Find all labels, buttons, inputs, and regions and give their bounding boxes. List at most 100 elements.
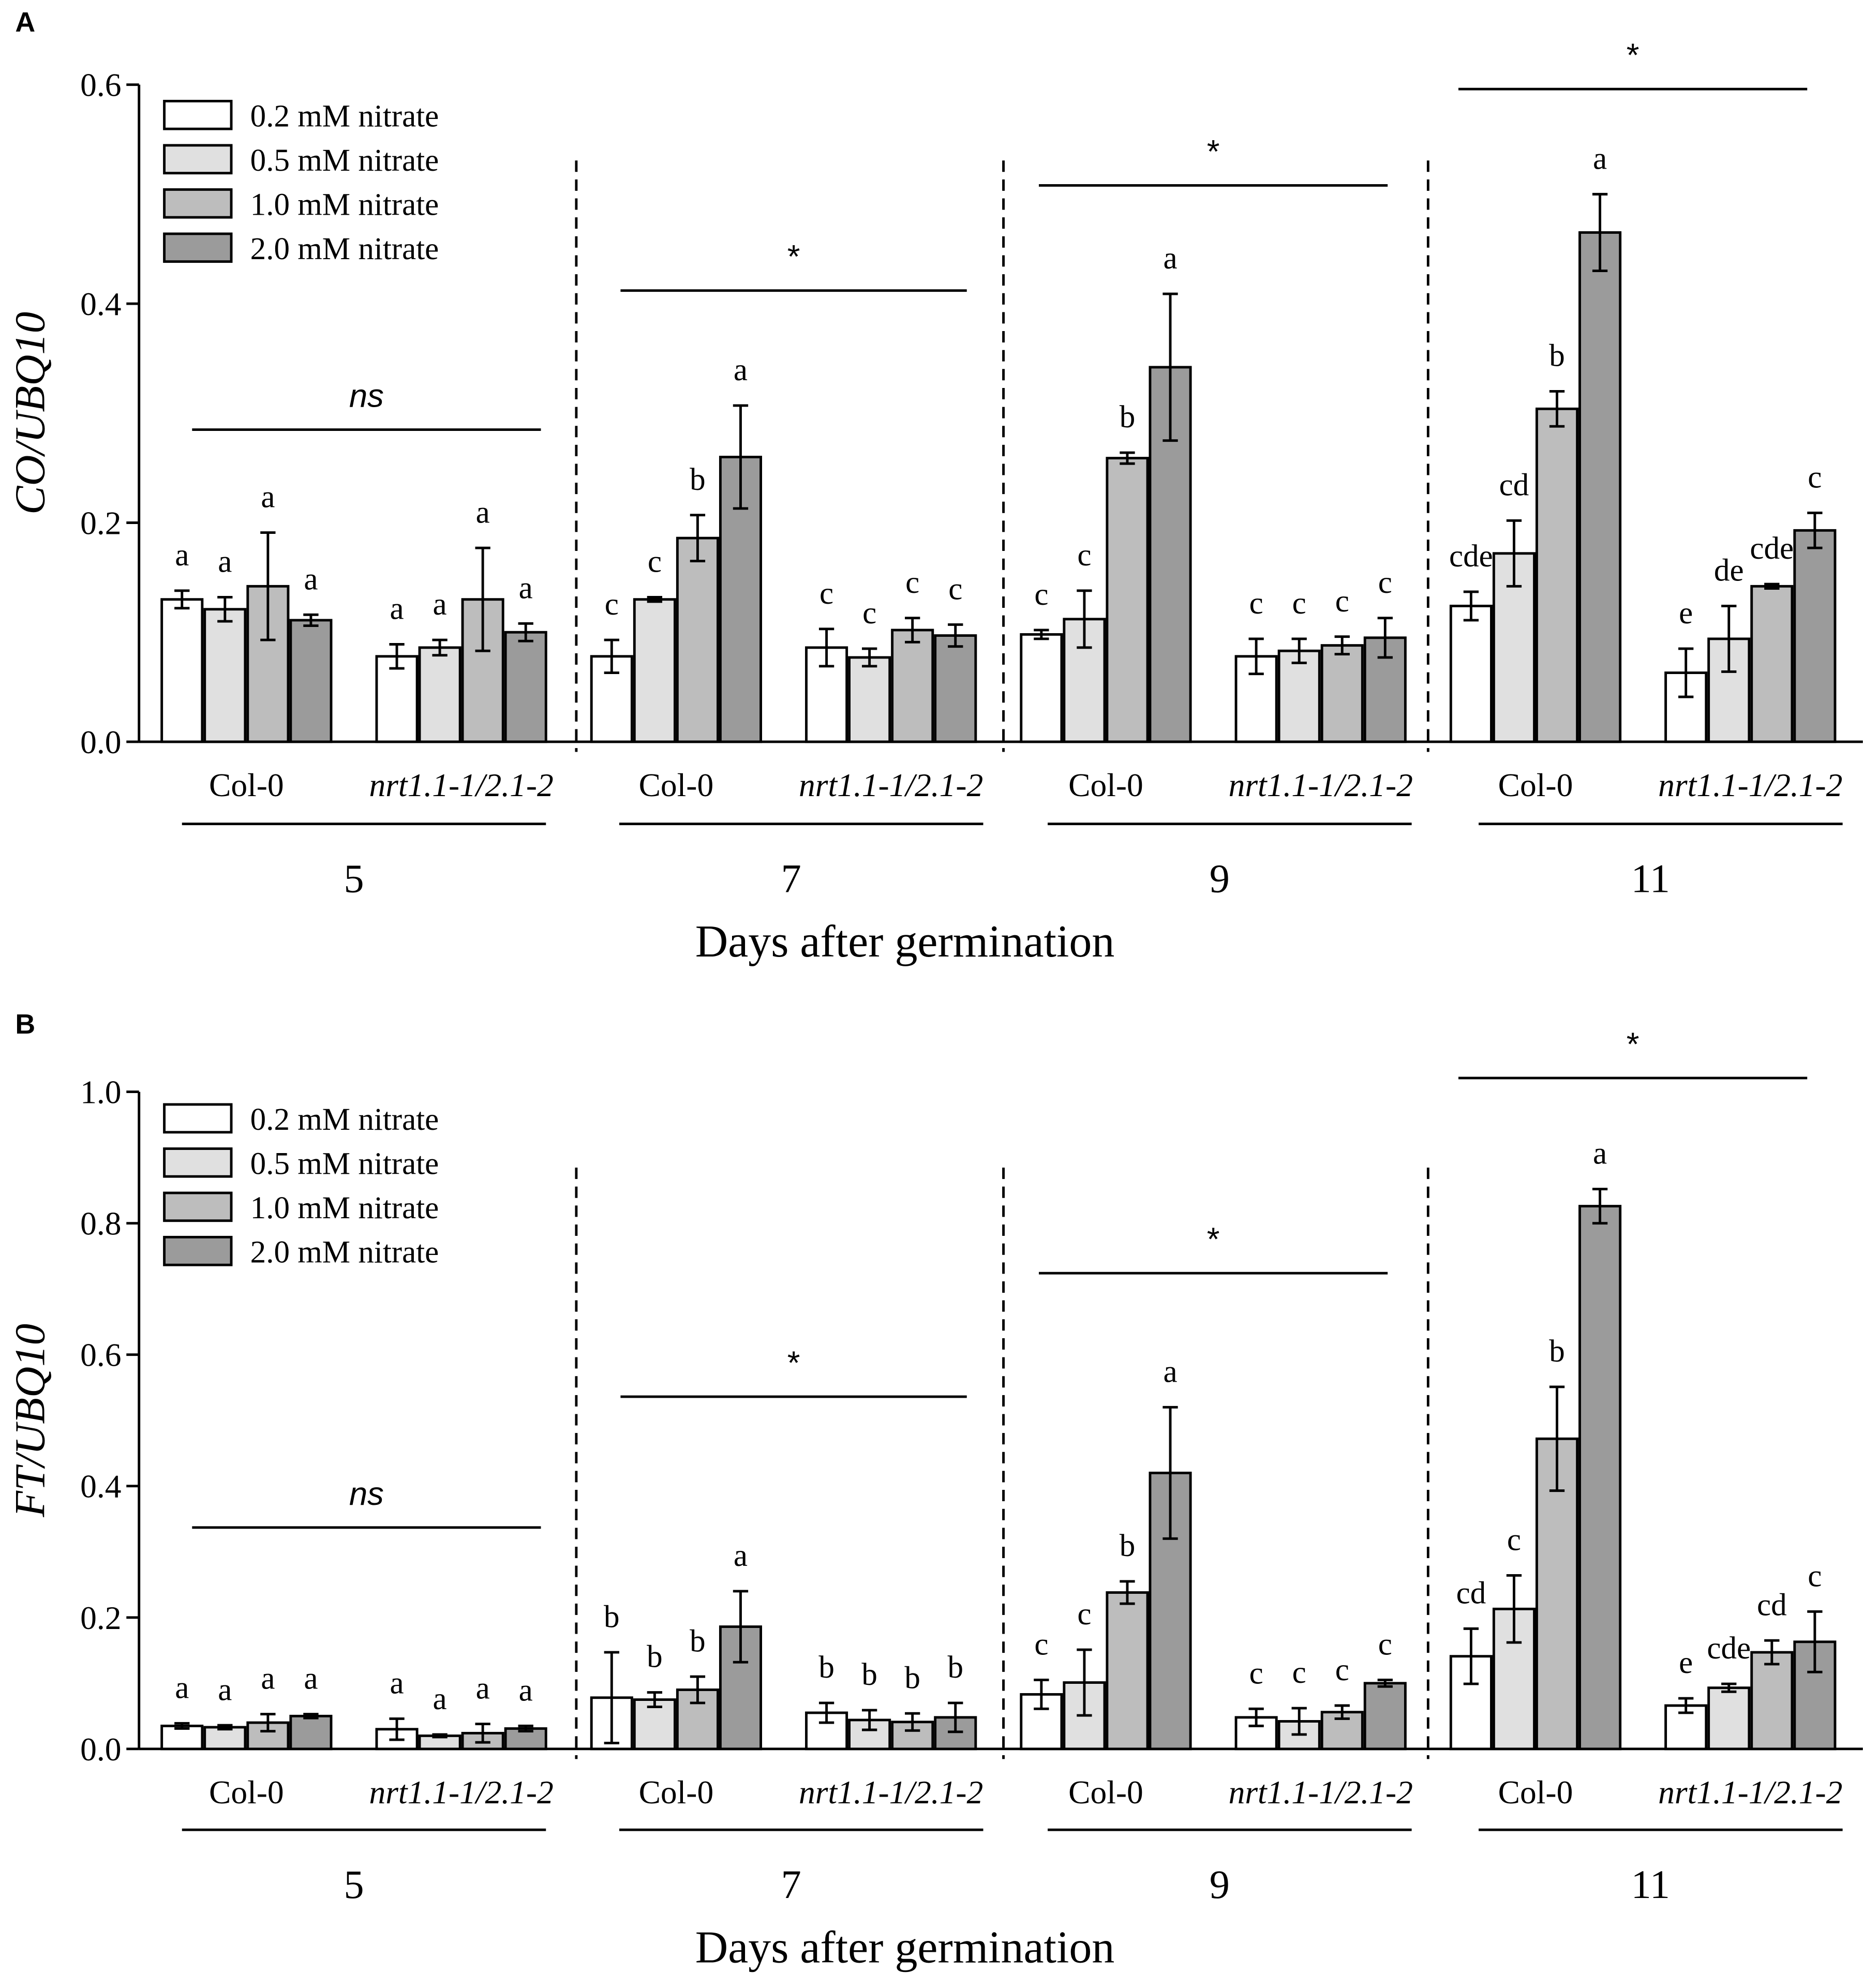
significance-letter: c <box>1335 584 1349 619</box>
significance-letter: c <box>862 596 876 631</box>
bar <box>504 631 547 743</box>
legend-swatch <box>163 99 233 130</box>
significance-letter: b <box>1549 1334 1565 1369</box>
day-label: 7 <box>781 1862 801 1907</box>
x-axis-label: Days after germination <box>695 1923 1115 1973</box>
bar <box>1020 1693 1063 1751</box>
day-label: 9 <box>1210 856 1230 901</box>
genotype-label: Col-0 <box>639 767 714 803</box>
genotype-label: Col-0 <box>209 767 284 803</box>
significance-letter: c <box>1249 586 1263 621</box>
bar <box>1793 529 1837 743</box>
genotype-label: Col-0 <box>1068 1774 1143 1811</box>
significance-letter: c <box>1034 577 1048 612</box>
bar <box>1750 585 1794 743</box>
legend: 0.2 mM nitrate 0.5 mM nitrate 1.0 mM nitra… <box>163 1102 439 1269</box>
day-label: 5 <box>344 856 364 901</box>
bar <box>1536 1437 1579 1751</box>
significance-letter: b <box>818 1650 834 1685</box>
significance-letter: c <box>1808 1559 1822 1593</box>
significance-letter: de <box>1714 554 1744 588</box>
genotype-label: nrt1.1-1/2.1-2 <box>1658 1774 1842 1811</box>
significance-star: * <box>787 239 800 275</box>
bar <box>633 598 676 743</box>
significance-letter: a <box>304 562 318 596</box>
significance-letter: b <box>690 462 706 497</box>
bar <box>246 585 290 743</box>
significance-letter: a <box>433 587 447 622</box>
y-tick-label: 0.0 <box>80 724 121 760</box>
legend-label: 0.5 mM nitrate <box>250 1146 439 1181</box>
genotype-label: nrt1.1-1/2.1-2 <box>369 1774 553 1811</box>
significance-letter: a <box>390 1666 404 1701</box>
legend-swatch <box>163 188 233 219</box>
bar <box>1578 231 1622 743</box>
bar <box>1750 1651 1794 1751</box>
legend-label: 0.2 mM nitrate <box>250 99 439 133</box>
significance-letter: b <box>904 1661 920 1695</box>
bar <box>1363 1682 1407 1751</box>
bar <box>891 629 934 743</box>
y-tick-label: 0.4 <box>80 1468 121 1505</box>
legend-swatch <box>163 1147 233 1178</box>
significance-letter: a <box>1163 1354 1177 1389</box>
significance-letter: a <box>476 1671 490 1706</box>
legend: 0.2 mM nitrate 0.5 mM nitrate 1.0 mM nitra… <box>163 99 439 266</box>
significance-letter: a <box>175 1670 189 1705</box>
bar <box>375 655 419 743</box>
significance-letter: c <box>1378 1627 1392 1662</box>
y-tick-label: 0.6 <box>80 67 121 103</box>
y-axis-label: CO/UBQ10 <box>6 312 53 515</box>
bar <box>1578 1205 1622 1751</box>
significance-letter: b <box>947 1650 963 1685</box>
bar <box>203 608 247 743</box>
significance-letter: c <box>1808 460 1822 495</box>
significance-letter: c <box>1077 538 1091 573</box>
bar <box>418 646 461 743</box>
day-label: 7 <box>781 856 801 901</box>
significance-letter: cd <box>1499 468 1529 502</box>
legend-label: 1.0 mM nitrate <box>250 187 439 222</box>
legend-label: 2.0 mM nitrate <box>250 1235 439 1269</box>
legend-swatch <box>163 1236 233 1266</box>
significance-letter: c <box>1077 1597 1091 1632</box>
significance-letter: c <box>1292 1655 1306 1690</box>
y-tick-label: 1.0 <box>80 1074 121 1111</box>
significance-letter: cde <box>1750 531 1794 566</box>
significance-letter: a <box>1593 142 1607 176</box>
significance-letter: cd <box>1456 1576 1486 1611</box>
significance-letter: a <box>1163 241 1177 276</box>
significance-letter: a <box>433 1682 447 1716</box>
significance-letter: a <box>218 1672 232 1707</box>
bar <box>1277 649 1321 743</box>
legend-swatch <box>163 232 233 263</box>
x-axis-label: Days after germination <box>695 917 1115 967</box>
bar <box>1106 1591 1149 1751</box>
panel-label: B <box>15 1009 35 1040</box>
legend-swatch <box>163 144 233 175</box>
significance-letter: a <box>519 571 533 605</box>
bar <box>1320 1711 1364 1751</box>
bar <box>160 598 204 743</box>
significance-letter: c <box>648 545 662 579</box>
significance-letter: a <box>734 1538 748 1573</box>
legend-label: 0.5 mM nitrate <box>250 143 439 178</box>
significance-letter: c <box>1378 565 1392 600</box>
significance-letter: cd <box>1757 1588 1787 1622</box>
y-tick-label: 0.0 <box>80 1731 121 1768</box>
significance-letter: c <box>1292 586 1306 621</box>
significance-letter: a <box>261 480 275 515</box>
significance-letter: c <box>605 587 619 622</box>
bar <box>1536 407 1579 743</box>
significance-letter: b <box>1120 1529 1136 1563</box>
genotype-label: Col-0 <box>639 1774 714 1811</box>
genotype-label: nrt1.1-1/2.1-2 <box>799 1774 983 1811</box>
significance-letter: a <box>1593 1137 1607 1171</box>
genotype-label: Col-0 <box>1498 1774 1573 1811</box>
significance-letter: c <box>1507 1523 1521 1558</box>
day-label: 11 <box>1631 856 1670 901</box>
genotype-label: nrt1.1-1/2.1-2 <box>1229 1774 1413 1811</box>
legend-swatch <box>163 1191 233 1222</box>
significance-letter: a <box>734 353 748 387</box>
